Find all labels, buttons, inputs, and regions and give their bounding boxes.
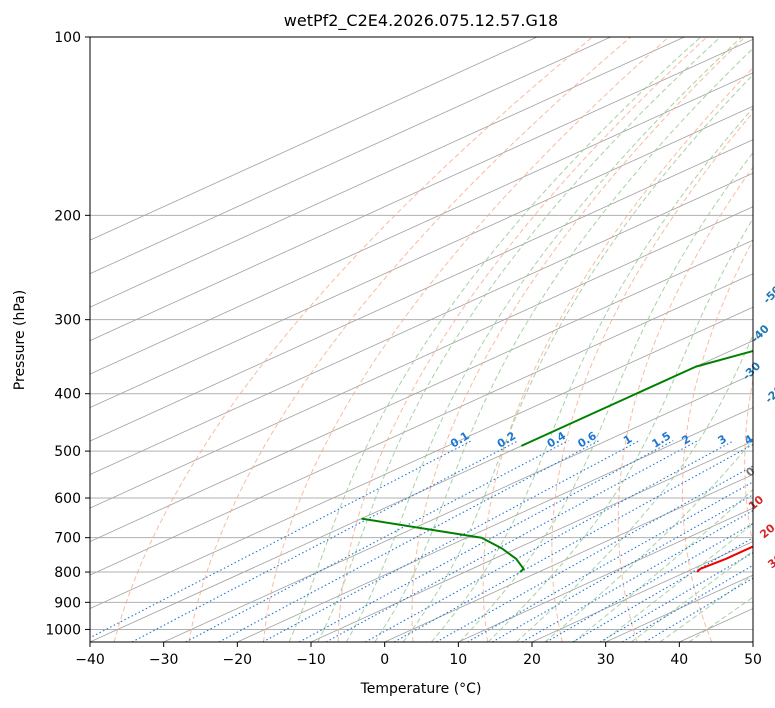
- moist-adiabat-line: [688, 596, 753, 642]
- x-axis-ticks: −40 −30 −20 −10 0 10 20 30 40 50: [75, 642, 762, 668]
- isotherm-line: [90, 340, 753, 642]
- x-tick-label: 40: [670, 652, 688, 668]
- moist-adiabat-line: [431, 107, 753, 642]
- mixing-ratio-line: [492, 494, 753, 642]
- x-tick-label: 0: [380, 652, 389, 668]
- dry-adiabat-line: [113, 37, 593, 642]
- plot-frame: [89, 36, 754, 643]
- x-tick-label: −40: [75, 652, 105, 668]
- isotherm-line: [90, 239, 753, 542]
- mixing-ratio-line: [393, 443, 753, 642]
- x-tick-label: −20: [223, 652, 253, 668]
- x-tick-label: 10: [449, 652, 467, 668]
- data-series: [361, 349, 753, 573]
- isotherm-line: [90, 206, 753, 509]
- mixing-ratio-line: [546, 522, 753, 642]
- mixing-ratio-line: [262, 440, 640, 642]
- x-tick-label: 50: [744, 652, 762, 668]
- moist-adiabat-line: [374, 47, 753, 642]
- isotherm-line: [310, 440, 753, 642]
- y-tick-label: 400: [54, 387, 81, 403]
- isotherm-line: [237, 407, 753, 642]
- isotherm-line: [90, 37, 611, 275]
- mixing-ratio-line: [622, 564, 753, 642]
- x-axis-label: Temperature (°C): [360, 681, 482, 697]
- dry-adiabat-line: [411, 37, 746, 642]
- isotherm-line: [90, 37, 685, 308]
- y-axis-ticks: 100 200 300 400 500 600 700 800 900 1000: [45, 30, 90, 638]
- moist-adiabat-line: [345, 37, 742, 642]
- background-lines: [90, 37, 753, 642]
- mixing-ratio-line: [131, 440, 519, 642]
- isotherm-line: [90, 105, 753, 409]
- chart-title: wetPf2_C2E4.2026.075.12.57.G18: [284, 11, 558, 31]
- moist-adiabat-line: [487, 217, 753, 642]
- dry-adiabat-line: [682, 239, 753, 642]
- isotherm-line: [90, 72, 753, 375]
- mixing-ratio-line: [572, 537, 753, 642]
- moist-adiabat-line: [317, 37, 721, 642]
- isotherm-line: [384, 474, 753, 642]
- x-tick-label: −30: [149, 652, 179, 668]
- dry-adiabat-line: [551, 111, 753, 642]
- isotherm-line: [90, 306, 753, 609]
- isotherm-line: [90, 273, 753, 576]
- isotherm-line: [90, 37, 538, 241]
- moist-adiabat-line: [459, 151, 753, 642]
- y-tick-label: 1000: [45, 622, 81, 638]
- mixing-ratio-line: [218, 440, 600, 642]
- mixing-ratio-line: [325, 440, 699, 642]
- y-tick-label: 300: [54, 313, 81, 329]
- y-tick-label: 200: [54, 208, 81, 224]
- dry-adiabat-line: [263, 37, 670, 642]
- x-tick-label: −10: [296, 652, 326, 668]
- mixing-ratio-line: [599, 552, 753, 642]
- y-tick-label: 500: [54, 444, 81, 460]
- dry-adiabat-label: 30: [765, 551, 775, 571]
- y-tick-label: 800: [54, 565, 81, 581]
- dry-adiabat-label: 40: [772, 581, 775, 601]
- y-tick-label: 100: [54, 30, 81, 46]
- mixing-ratio-line: [467, 481, 753, 642]
- x-tick-label: 30: [597, 652, 615, 668]
- dry-adiabat-line: [188, 37, 631, 642]
- mixing-ratio-line: [185, 440, 569, 642]
- moist-adiabat-line: [573, 488, 753, 642]
- isotherm-line: [90, 139, 753, 442]
- isotherm-line: [90, 38, 753, 342]
- dry-adiabat-line: [744, 376, 753, 547]
- y-axis-label: Pressure (hPa): [12, 290, 28, 390]
- isotherm-line: [163, 373, 753, 642]
- mixing-ratio-line: [521, 509, 753, 642]
- y-tick-label: 600: [54, 491, 81, 507]
- isotherm-line: [458, 507, 753, 642]
- x-tick-label: 20: [523, 652, 541, 668]
- dry-adiabat-line: [482, 67, 753, 642]
- moist-adiabat-line: [544, 438, 753, 642]
- y-tick-label: 700: [54, 531, 81, 547]
- moist-adiabat-line: [601, 522, 753, 642]
- isotherm-line: [90, 172, 753, 476]
- dewpoint-line: [361, 517, 525, 573]
- moist-adiabat-line: [402, 74, 753, 642]
- mixing-ratio-line: [90, 440, 473, 639]
- y-tick-label: 900: [54, 595, 81, 611]
- mixing-ratio-line: [365, 440, 735, 642]
